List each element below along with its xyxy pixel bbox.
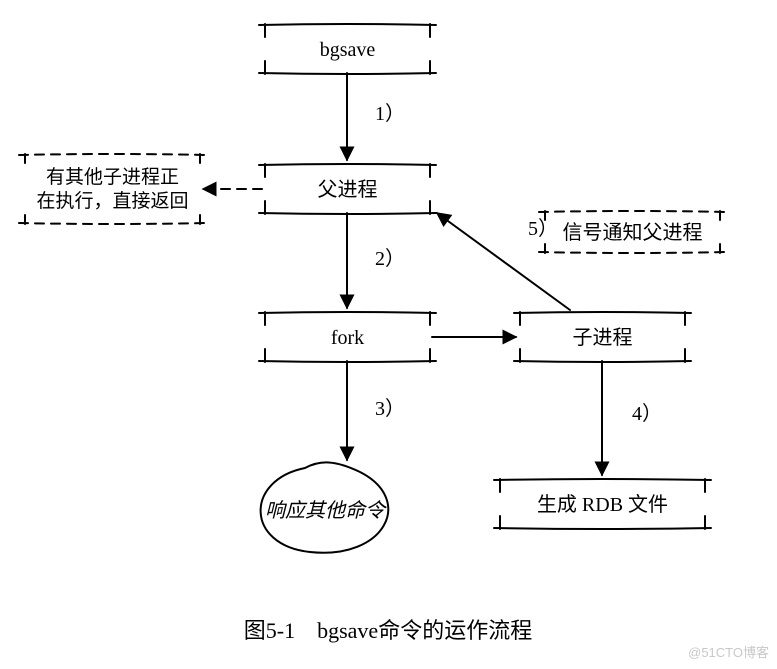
edge-e2: 2）	[347, 213, 405, 308]
node-respond: 响应其他命令	[261, 462, 389, 552]
node-fork: fork	[259, 312, 436, 362]
node-bgsave-label: bgsave	[320, 39, 376, 61]
node-rdb-label: 生成 RDB 文件	[537, 493, 668, 516]
edge-e3-label: 3）	[375, 397, 405, 420]
node-parent: 父进程	[259, 164, 436, 214]
node-parent-label: 父进程	[318, 178, 378, 201]
edge-e3: 3）	[347, 361, 405, 460]
node-bgsave: bgsave	[259, 24, 436, 74]
node-fork-label: fork	[331, 327, 364, 349]
watermark: @51CTO博客	[688, 642, 769, 661]
node-rdb: 生成 RDB 文件	[494, 479, 711, 529]
edge-e2-label: 2）	[375, 247, 405, 270]
node-busy-label-0: 有其他子进程正	[46, 166, 179, 188]
node-child: 子进程	[514, 312, 691, 362]
node-respond-label: 响应其他命令	[265, 499, 387, 522]
node-signal-label: 信号通知父进程	[563, 221, 703, 244]
edge-e4-label: 4）	[632, 402, 662, 425]
edge-e1: 1）	[347, 73, 405, 160]
figure-caption: 图5-1 bgsave命令的运作流程	[244, 618, 532, 643]
edge-e5: 5）	[437, 213, 570, 310]
edge-e4: 4）	[602, 361, 662, 475]
edge-e1-label: 1）	[375, 102, 405, 125]
node-busy-label-1: 在执行，直接返回	[36, 190, 188, 212]
node-busy: 有其他子进程正在执行，直接返回	[19, 154, 206, 224]
node-signal: 信号通知父进程	[539, 211, 726, 253]
edge-e5-label: 5）	[528, 217, 558, 240]
node-child-label: 子进程	[573, 326, 633, 349]
